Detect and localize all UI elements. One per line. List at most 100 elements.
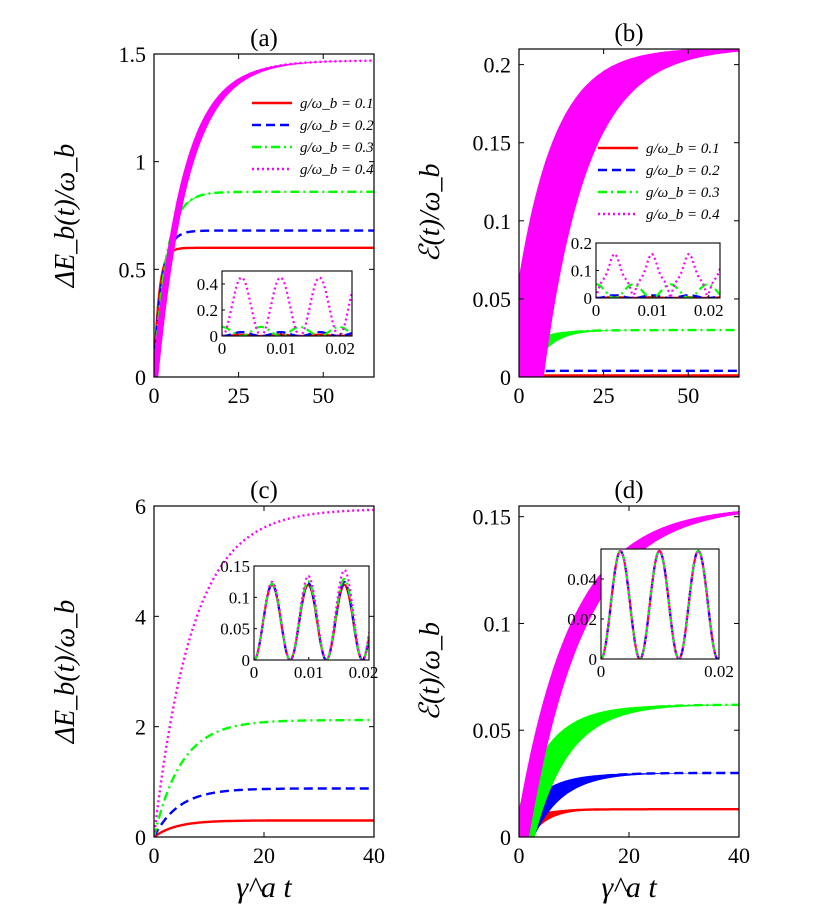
inset-bg bbox=[222, 271, 352, 336]
series-line-2 bbox=[519, 328, 739, 377]
xtick-label: 0 bbox=[149, 383, 160, 408]
ytick-label: 0.15 bbox=[473, 131, 512, 156]
series-group-c bbox=[154, 508, 374, 837]
legend-b: g/ω_b = 0.1 g/ω_b = 0.2 g/ω_b = 0.3 g/ω_b =… bbox=[598, 141, 720, 223]
panel-title-d: (d) bbox=[614, 477, 643, 504]
inset-line-3 bbox=[601, 549, 719, 659]
inset-c: 0 0.01 0.02 0 0.05 0.1 0.15 bbox=[220, 557, 378, 682]
inset-ytick-label: 0.02 bbox=[567, 610, 597, 629]
inset-ytick-label: 0.04 bbox=[567, 570, 597, 589]
xtick-label: 25 bbox=[228, 383, 250, 408]
ytick-label: 1.5 bbox=[119, 42, 147, 67]
xlabel-d: γ^a t bbox=[601, 871, 657, 904]
panel-title-b: (b) bbox=[614, 20, 643, 47]
inset-b: 0 0.01 0.02 0 0.1 0.2 bbox=[571, 234, 724, 320]
inset-xtick-label: 0 bbox=[218, 339, 227, 358]
inset-bg bbox=[596, 243, 720, 298]
inset-d: 0 0.02 0 0.02 0.04 bbox=[567, 548, 734, 681]
legend-entry-0: g/ω_b = 0.1 bbox=[300, 96, 374, 112]
series-line-0 bbox=[154, 246, 374, 377]
xtick-label: 25 bbox=[593, 383, 615, 408]
xtick-label: 20 bbox=[253, 843, 275, 868]
inset-xtick-label: 0.02 bbox=[349, 663, 379, 682]
inset-line-3 bbox=[596, 252, 720, 298]
series-line-3 bbox=[519, 49, 739, 377]
ylabel-c: ΔE_b(t)/ω_b bbox=[50, 600, 81, 745]
inset-ytick-label: 0 bbox=[242, 651, 251, 670]
axes-box-c bbox=[153, 505, 375, 838]
inset-xtick-label: 0 bbox=[250, 663, 259, 682]
series-group-b bbox=[519, 49, 739, 377]
inset-box bbox=[221, 270, 353, 337]
inset-box bbox=[600, 548, 720, 660]
inset-xtick-label: 0 bbox=[592, 301, 601, 320]
inset-line-3 bbox=[222, 276, 352, 336]
ytick-label: 4 bbox=[135, 604, 146, 629]
ytick-label: 0.05 bbox=[473, 287, 512, 312]
ytick-label: 0 bbox=[500, 365, 511, 390]
series-line-3 bbox=[519, 510, 739, 837]
series-group-a bbox=[154, 59, 374, 377]
inset-ytick-label: 0.2 bbox=[571, 234, 592, 253]
inset-xtick-label: 0.01 bbox=[294, 663, 324, 682]
inset-xtick-label: 0.01 bbox=[637, 301, 667, 320]
xtick-label: 0 bbox=[514, 383, 525, 408]
inset-ytick-label: 0.2 bbox=[197, 301, 218, 320]
inset-ytick-label: 0 bbox=[584, 289, 593, 308]
panel-title-a: (a) bbox=[250, 25, 278, 52]
ylabel-a: ΔE_b(t)/ω_b bbox=[50, 144, 81, 289]
xtick-label: 0 bbox=[514, 843, 525, 868]
inset-ytick-label: 0.1 bbox=[571, 262, 592, 281]
series-group-d bbox=[519, 510, 739, 837]
inset-ytick-label: 0.05 bbox=[220, 620, 250, 639]
ytick-label: 2 bbox=[135, 715, 146, 740]
ytick-label: 0.2 bbox=[484, 53, 512, 78]
axes-box-a bbox=[153, 53, 375, 378]
inset-line-1 bbox=[222, 331, 352, 336]
series-line-1 bbox=[519, 369, 739, 377]
xtick-label: 50 bbox=[312, 383, 334, 408]
series-band-2 bbox=[519, 704, 739, 837]
inset-xtick-label: 0 bbox=[597, 662, 606, 681]
inset-series bbox=[601, 549, 719, 659]
inset-line-3 bbox=[254, 568, 369, 660]
legend-entry-1: g/ω_b = 0.2 bbox=[646, 163, 720, 179]
series-line-1 bbox=[154, 787, 374, 837]
series-line-1 bbox=[519, 771, 739, 837]
legend-entry-3: g/ω_b = 0.4 bbox=[300, 162, 374, 178]
inset-xtick-label: 0.02 bbox=[704, 662, 734, 681]
xtick-label: 0 bbox=[149, 843, 160, 868]
inset-xtick-label: 0.02 bbox=[325, 339, 355, 358]
ylabel-b: ℰ(t)/ω_b bbox=[415, 164, 446, 263]
inset-bg bbox=[601, 549, 719, 659]
xtick-label: 20 bbox=[618, 843, 640, 868]
legend-a: g/ω_b = 0.1 g/ω_b = 0.2 g/ω_b = 0.3 g/ω_b =… bbox=[252, 96, 374, 178]
series-line-2 bbox=[154, 718, 374, 837]
xtick-label: 40 bbox=[363, 843, 385, 868]
ytick-label: 0.1 bbox=[484, 611, 512, 636]
panel-c: (c) 0 20 40 0 2 4 6 ΔE_b(t)/ω_b γ^a t 0 0.01 0.02 0 0.… bbox=[50, 477, 385, 904]
ytick-label: 6 bbox=[135, 494, 146, 519]
inset-ytick-label: 0 bbox=[210, 327, 219, 346]
inset-ytick-label: 0.4 bbox=[197, 275, 219, 294]
legend-entry-0: g/ω_b = 0.1 bbox=[646, 141, 720, 157]
ylabel-d: ℰ(t)/ω_b bbox=[415, 622, 446, 721]
legend-entry-1: g/ω_b = 0.2 bbox=[300, 118, 374, 134]
series-line-0 bbox=[154, 819, 374, 837]
inset-ytick-label: 0 bbox=[589, 650, 598, 669]
series-line-3 bbox=[154, 508, 374, 837]
ytick-label: 0 bbox=[135, 365, 146, 390]
xtick-label: 40 bbox=[728, 843, 750, 868]
xtick-label: 50 bbox=[677, 383, 699, 408]
ytick-label: 0.5 bbox=[119, 257, 147, 282]
ytick-label: 0 bbox=[500, 825, 511, 850]
series-line-0 bbox=[519, 808, 739, 837]
inset-ytick-label: 0.15 bbox=[220, 557, 250, 576]
ytick-label: 0.1 bbox=[484, 209, 512, 234]
series-band-1 bbox=[519, 772, 739, 837]
inset-series bbox=[254, 568, 369, 660]
